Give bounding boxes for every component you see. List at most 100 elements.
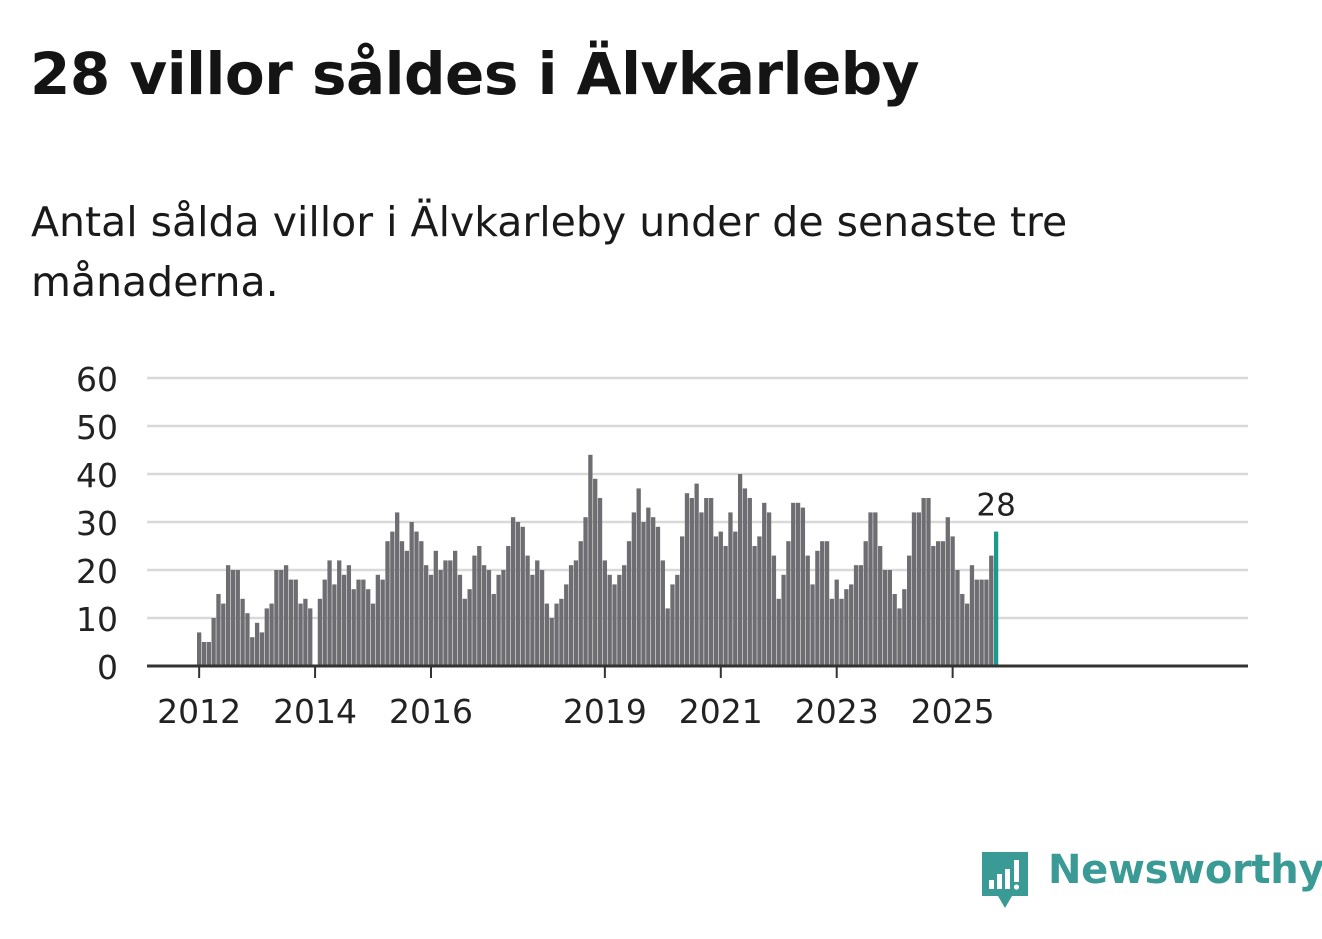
bar	[197, 632, 202, 666]
bar	[351, 589, 356, 666]
bar	[646, 507, 651, 666]
y-tick-label: 0	[97, 648, 118, 687]
bar	[873, 512, 878, 666]
bar	[583, 517, 588, 666]
bar	[979, 579, 984, 666]
bar	[501, 570, 506, 666]
bar	[428, 574, 434, 666]
bar	[525, 555, 530, 666]
bar	[588, 454, 593, 666]
bar	[607, 574, 612, 666]
newsworthy-logo: Newsworthy	[980, 847, 1322, 910]
bar	[882, 570, 888, 666]
bar	[974, 579, 979, 666]
bar	[631, 512, 636, 666]
bar	[602, 560, 608, 666]
bar	[805, 555, 810, 666]
bar	[211, 618, 216, 666]
bar	[462, 598, 467, 666]
highlighted-bar	[993, 531, 999, 666]
y-tick-label: 20	[76, 552, 118, 591]
newsworthy-logo-icon	[982, 852, 1028, 908]
bar	[675, 574, 680, 666]
bar	[829, 598, 835, 666]
bar	[274, 570, 279, 666]
bar	[960, 594, 965, 666]
bar	[791, 502, 796, 666]
bar	[858, 565, 864, 666]
bar	[892, 594, 897, 666]
bar	[443, 560, 448, 666]
bar	[448, 560, 453, 666]
bar	[539, 570, 545, 666]
bar	[288, 579, 294, 666]
bar	[486, 570, 492, 666]
bar	[467, 589, 472, 666]
bar	[341, 574, 347, 666]
bar	[452, 550, 458, 666]
bar	[337, 560, 342, 666]
bar	[573, 560, 579, 666]
y-tick-label: 10	[76, 600, 118, 639]
bar	[921, 498, 926, 666]
bar	[849, 584, 854, 666]
bar	[559, 598, 564, 666]
bar	[622, 565, 627, 666]
bar	[863, 541, 868, 666]
bar	[283, 565, 289, 666]
bar	[670, 584, 675, 666]
bar	[723, 546, 728, 666]
bar	[327, 560, 332, 666]
bar	[230, 570, 236, 666]
chart-title: 28 villor såldes i Älvkarleby	[30, 40, 920, 108]
bar	[916, 512, 921, 666]
bar	[786, 541, 791, 666]
bar	[641, 522, 646, 666]
bar	[757, 536, 762, 666]
chart-subtitle: Antal sålda villor i Älvkarleby under de…	[31, 198, 1068, 306]
bar	[935, 541, 941, 666]
bar	[964, 603, 970, 666]
bar	[399, 541, 405, 666]
bar	[815, 550, 820, 666]
bar	[264, 608, 269, 666]
x-tick-label: 2012	[157, 692, 241, 731]
bar	[457, 574, 463, 666]
bar	[438, 570, 443, 666]
bar	[510, 517, 516, 666]
bar	[404, 550, 409, 666]
bar	[390, 531, 395, 666]
bar	[235, 570, 240, 666]
bar	[317, 598, 323, 666]
bar	[824, 541, 830, 666]
bar	[385, 541, 390, 666]
bar	[776, 598, 781, 666]
bar	[530, 574, 535, 666]
bar	[564, 584, 569, 666]
bar	[907, 555, 912, 666]
bar	[424, 565, 429, 666]
bar	[680, 536, 685, 666]
bar	[554, 603, 559, 666]
bar	[844, 589, 849, 666]
bar	[651, 517, 656, 666]
bar	[409, 522, 414, 666]
bar	[535, 560, 540, 666]
bar	[269, 603, 274, 666]
bar	[911, 512, 917, 666]
bar	[279, 570, 284, 666]
bar	[216, 594, 221, 666]
bar	[332, 584, 337, 666]
bar	[752, 546, 757, 666]
bar	[419, 541, 424, 666]
bar	[477, 546, 482, 666]
bar	[380, 579, 385, 666]
bar	[940, 541, 946, 666]
bar	[694, 483, 699, 666]
bar	[544, 603, 550, 666]
bar	[665, 608, 670, 666]
bar	[742, 488, 748, 666]
bar	[800, 507, 806, 666]
bar	[433, 550, 438, 666]
